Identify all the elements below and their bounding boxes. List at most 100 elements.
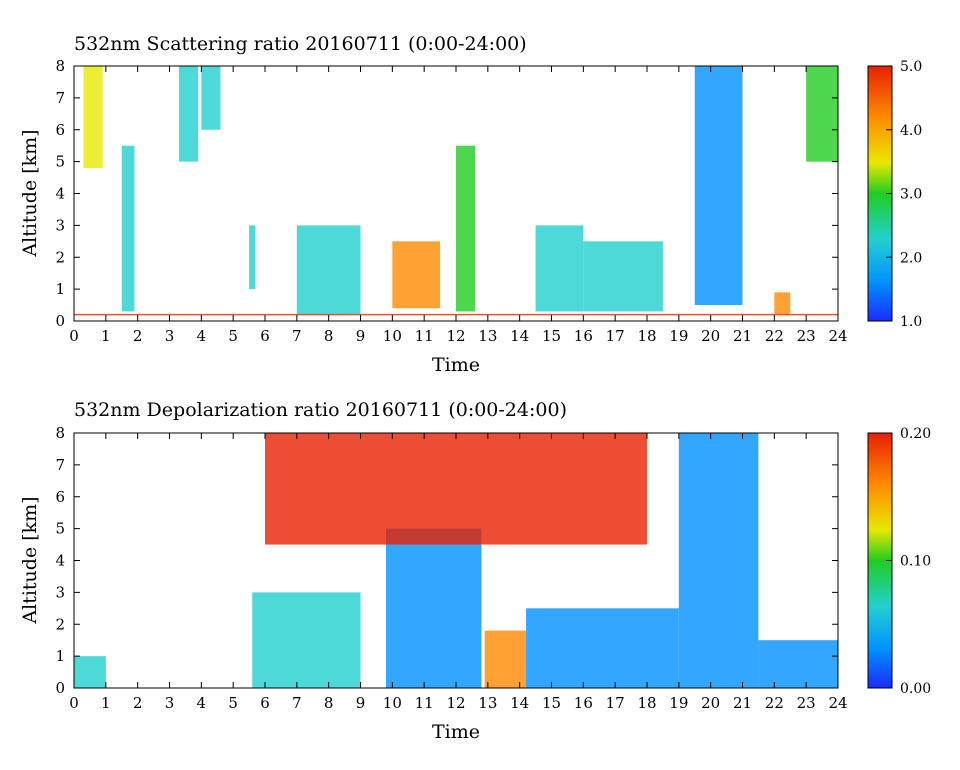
x-tick-label: 4 (197, 694, 207, 712)
x-tick-label: 13 (478, 327, 497, 345)
heatmap-cell (535, 225, 584, 312)
x-tick-label: 8 (324, 327, 334, 345)
y-tick-label: 0 (55, 679, 65, 697)
x-tick-label: 1 (101, 327, 111, 345)
panel-scattering: 532nm Scattering ratio 20160711 (0:00-24… (19, 33, 922, 376)
y-tick-label: 5 (55, 153, 65, 171)
y-axis-label: Altitude [km] (19, 496, 41, 624)
x-tick-label: 24 (828, 694, 847, 712)
x-tick-label: 4 (197, 327, 207, 345)
y-tick-label: 4 (55, 552, 65, 570)
colorbar-tick-label: 4.0 (900, 123, 922, 139)
heatmap-cell (252, 592, 361, 688)
y-tick-label: 3 (55, 583, 65, 601)
y-axis-label: Altitude [km] (19, 129, 41, 257)
plot-area (74, 66, 838, 316)
heatmap-cell (806, 66, 838, 162)
y-tick-label: 3 (55, 216, 65, 234)
x-tick-label: 3 (165, 327, 175, 345)
x-tick-label: 0 (69, 694, 79, 712)
x-axis-label: Time (432, 721, 480, 743)
x-tick-label: 2 (133, 327, 143, 345)
y-tick-label: 7 (55, 89, 65, 107)
x-tick-label: 11 (415, 694, 434, 712)
colorbar-tick-label: 5.0 (900, 59, 922, 75)
x-tick-label: 10 (383, 694, 402, 712)
x-tick-label: 22 (765, 327, 784, 345)
heatmap-cell (758, 640, 838, 688)
heatmap-cell (121, 145, 135, 312)
y-tick-label: 5 (55, 520, 65, 538)
x-tick-label: 13 (478, 694, 497, 712)
y-tick-label: 2 (55, 615, 65, 633)
heatmap-cell (296, 225, 361, 315)
heatmap-cell (74, 656, 106, 688)
x-tick-label: 19 (669, 327, 688, 345)
x-axis: 0 1 2 3 4 5 6 7 8 9 10 11 12 13 14 15 16 17 18 19 20 21 22 23 24 (69, 433, 848, 712)
heatmap-cell (201, 66, 221, 130)
colorbar-tick-label: 0.20 (900, 426, 931, 442)
y-axis: 0 1 2 3 4 5 6 7 8 (55, 424, 838, 697)
heatmap-cell (678, 433, 759, 688)
x-tick-label: 21 (733, 327, 752, 345)
y-tick-label: 0 (55, 312, 65, 330)
heatmap-cell (526, 608, 679, 688)
x-tick-label: 5 (228, 327, 238, 345)
chart-title: 532nm Depolarization ratio 20160711 (0:0… (74, 399, 567, 421)
panel-depolarization: 532nm Depolarization ratio 20160711 (0:0… (19, 399, 931, 743)
colorbar-tick-label: 1.0 (900, 314, 922, 330)
y-tick-label: 6 (55, 121, 65, 139)
x-tick-label: 12 (446, 327, 465, 345)
x-tick-label: 11 (415, 327, 434, 345)
x-tick-label: 23 (797, 694, 816, 712)
y-tick-label: 8 (55, 424, 65, 442)
heatmap-cell (179, 66, 199, 162)
x-tick-label: 7 (292, 327, 302, 345)
y-tick-label: 1 (55, 280, 65, 298)
heatmap-cell (583, 241, 663, 312)
colorbar: 0.20 0.10 0.00 (867, 426, 931, 697)
x-tick-label: 15 (542, 694, 561, 712)
heatmap-cell (249, 225, 256, 290)
x-tick-label: 6 (260, 694, 270, 712)
x-tick-label: 1 (101, 694, 111, 712)
x-tick-label: 14 (510, 327, 529, 345)
heatmap-cell (774, 292, 791, 315)
x-tick-label: 3 (165, 694, 175, 712)
x-tick-label: 6 (260, 327, 270, 345)
x-tick-label: 12 (446, 694, 465, 712)
heatmap-cell (456, 145, 476, 312)
x-tick-label: 20 (701, 327, 720, 345)
x-tick-label: 18 (637, 327, 656, 345)
x-tick-label: 18 (637, 694, 656, 712)
heatmap-cell (484, 630, 527, 688)
heatmap-cell (83, 66, 103, 168)
heatmap-cell (385, 528, 482, 688)
x-tick-label: 21 (733, 694, 752, 712)
x-axis: 0 1 2 3 4 5 6 7 8 9 10 11 12 13 14 15 16 17 18 19 20 21 22 23 24 (69, 66, 848, 345)
x-tick-label: 15 (542, 327, 561, 345)
y-tick-label: 4 (55, 185, 65, 203)
x-tick-label: 5 (228, 694, 238, 712)
x-tick-label: 14 (510, 694, 529, 712)
x-tick-label: 16 (574, 694, 593, 712)
x-tick-label: 19 (669, 694, 688, 712)
x-tick-label: 24 (828, 327, 847, 345)
x-tick-label: 17 (606, 327, 625, 345)
x-tick-label: 22 (765, 694, 784, 712)
heatmap-cell (392, 241, 441, 309)
colorbar-tick-label: 3.0 (900, 187, 922, 203)
y-tick-label: 2 (55, 248, 65, 266)
y-tick-label: 1 (55, 647, 65, 665)
chart-title: 532nm Scattering ratio 20160711 (0:00-24… (74, 33, 527, 55)
x-tick-label: 20 (701, 694, 720, 712)
colorbar-tick-label: 0.00 (900, 681, 931, 697)
x-tick-label: 0 (69, 327, 79, 345)
plot-area (74, 433, 838, 688)
heatmap-cell (265, 433, 647, 545)
x-tick-label: 23 (797, 327, 816, 345)
x-tick-label: 17 (606, 694, 625, 712)
colorbar-tick-label: 2.0 (900, 250, 922, 266)
y-tick-label: 6 (55, 488, 65, 506)
